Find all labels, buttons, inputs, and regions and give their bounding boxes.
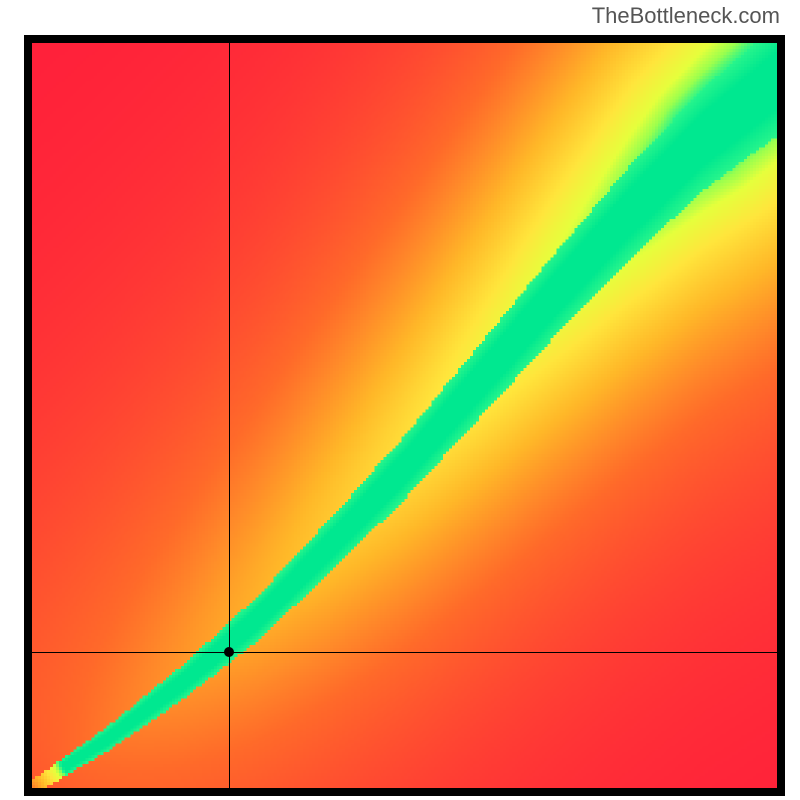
heatmap-canvas (32, 43, 777, 788)
watermark-text: TheBottleneck.com (592, 3, 780, 29)
plot-area (24, 35, 785, 796)
chart-container: TheBottleneck.com (0, 0, 800, 800)
